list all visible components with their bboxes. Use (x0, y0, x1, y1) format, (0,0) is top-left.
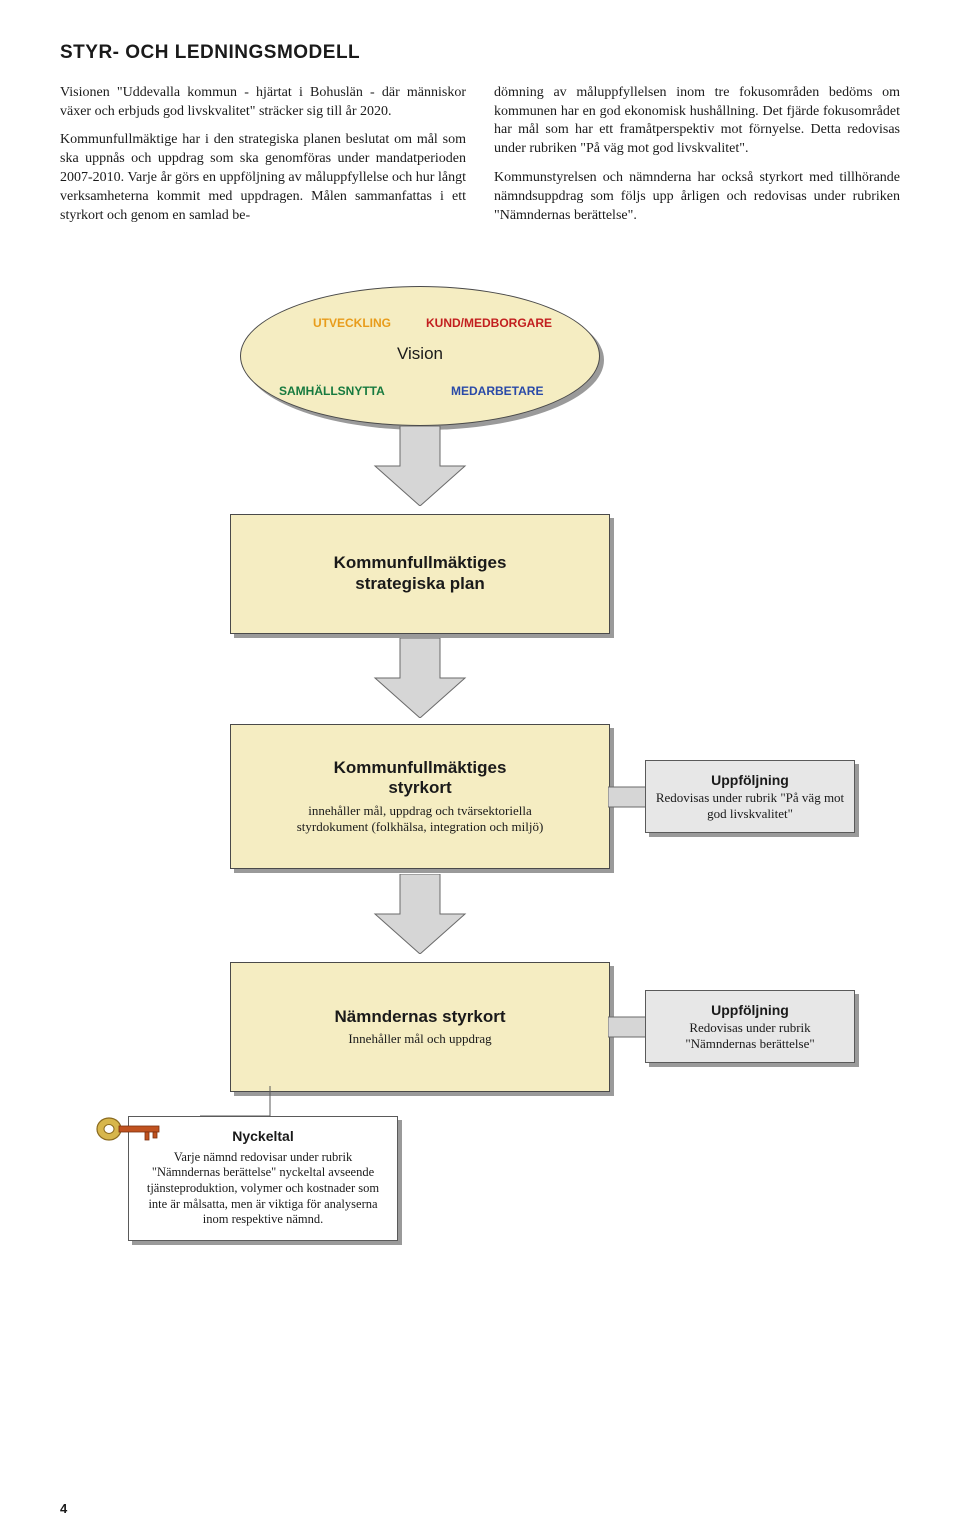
box-namnd-styrkort: Nämndernas styrkort Innehåller mål och u… (230, 962, 610, 1092)
box-title: Kommunfullmäktiges (334, 758, 507, 778)
page-number: 4 (60, 1500, 67, 1518)
body-text-columns: Visionen "Uddevalla kommun - hjärtat i B… (60, 84, 900, 236)
arrow-down-icon (370, 426, 470, 506)
column-left: Visionen "Uddevalla kommun - hjärtat i B… (60, 84, 466, 236)
box-subtext: innehåller mål, uppdrag och tvärsektorie… (290, 803, 550, 836)
quadrant-samhallsnytta: SAMHÄLLSNYTTA (279, 383, 385, 399)
nyckeltal-title: Nyckeltal (141, 1127, 385, 1146)
box-nyckeltal: Nyckeltal Varje nämnd redovisar under ru… (128, 1116, 398, 1241)
quadrant-utveckling: UTVECKLING (313, 315, 391, 331)
column-right: dömning av måluppfyllelsen inom tre foku… (494, 84, 900, 236)
followup-title: Uppföljning (654, 771, 846, 790)
box-title: Nämndernas styrkort (334, 1007, 505, 1027)
box-uppfoljning-2: Uppföljning Redovisas under rubrik "Nämn… (645, 990, 855, 1063)
governance-diagram: UTVECKLING KUND/MEDBORGARE SAMHÄLLSNYTTA… (100, 286, 860, 1346)
quadrant-kund: KUND/MEDBORGARE (426, 315, 552, 331)
page-title: STYR- OCH LEDNINGSMODELL (60, 40, 900, 66)
quadrant-medarbetare: MEDARBETARE (451, 383, 543, 399)
vision-ellipse: UTVECKLING KUND/MEDBORGARE SAMHÄLLSNYTTA… (240, 286, 600, 426)
vision-label: Vision (397, 343, 443, 366)
followup-sub: Redovisas under rubrik "På väg mot god l… (654, 790, 846, 823)
box-kf-styrkort: Kommunfullmäktiges styrkort innehåller m… (230, 724, 610, 869)
paragraph: Visionen "Uddevalla kommun - hjärtat i B… (60, 84, 466, 122)
box-title: strategiska plan (334, 574, 507, 594)
nyckeltal-text: Varje nämnd redovisar under rubrik "Nämn… (141, 1150, 385, 1228)
paragraph: Kommunfullmäktige har i den strategiska … (60, 131, 466, 225)
paragraph: dömning av måluppfyllelsen inom tre foku… (494, 84, 900, 160)
key-icon (93, 1111, 165, 1147)
box-title: Kommunfullmäktiges (334, 553, 507, 573)
arrow-down-icon (370, 874, 470, 954)
followup-sub: Redovisas under rubrik "Nämndernas berät… (654, 1020, 846, 1053)
connector-line (200, 1086, 290, 1126)
followup-title: Uppföljning (654, 1001, 846, 1020)
box-strategic-plan: Kommunfullmäktiges strategiska plan (230, 514, 610, 634)
paragraph: Kommunstyrelsen och nämnderna har också … (494, 169, 900, 226)
box-title: styrkort (388, 778, 451, 798)
arrow-down-icon (370, 638, 470, 718)
box-subtext: Innehåller mål och uppdrag (348, 1031, 491, 1047)
box-uppfoljning-1: Uppföljning Redovisas under rubrik "På v… (645, 760, 855, 833)
